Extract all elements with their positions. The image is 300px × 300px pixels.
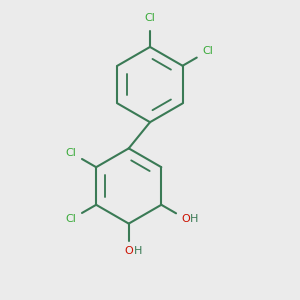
Text: Cl: Cl bbox=[145, 13, 155, 23]
Text: O: O bbox=[124, 246, 133, 256]
Text: H: H bbox=[190, 214, 199, 224]
Text: Cl: Cl bbox=[202, 46, 213, 56]
Text: O: O bbox=[181, 214, 190, 224]
Text: Cl: Cl bbox=[66, 148, 77, 158]
Text: H: H bbox=[134, 246, 142, 256]
Text: Cl: Cl bbox=[66, 214, 77, 224]
